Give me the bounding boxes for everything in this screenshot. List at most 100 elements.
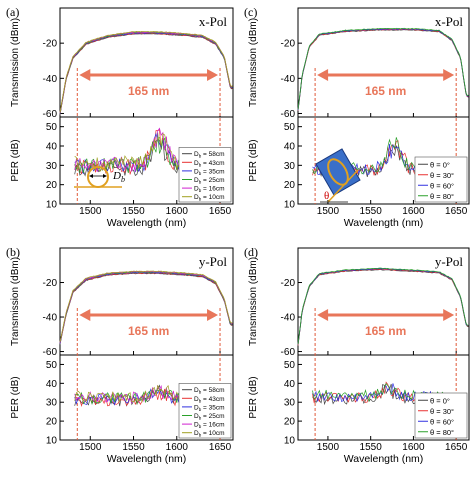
- per-plot-frame: [297, 116, 470, 205]
- panel-c: (c) x-Pol -20 -40 -60 10 20 30 40 50 Transmission …: [244, 5, 470, 229]
- y-tick-label: 20: [284, 180, 296, 191]
- transmission-series-line: [297, 27, 469, 110]
- legend-entry: θ = 60°: [430, 181, 454, 190]
- per-axis-label: PER (dB): [248, 376, 259, 418]
- transmission-series-line: [59, 270, 233, 343]
- y-tick-label: 30: [46, 398, 58, 409]
- legend-entry: Db = 43cm: [194, 396, 225, 404]
- y-tick-label: 40: [284, 379, 296, 390]
- x-tick-label: 1600: [166, 206, 189, 217]
- transmission-series-line: [297, 29, 469, 111]
- bandwidth-label: 165 nm: [128, 324, 169, 338]
- diameter-arrow-head: [103, 174, 107, 178]
- transmission-axis-label: Transmission (dBm): [10, 257, 21, 346]
- legend-entry: θ = 80°: [430, 428, 454, 437]
- legend-entry: Db = 58cm: [194, 387, 225, 395]
- legend-entry: Db = 10cm: [194, 194, 225, 202]
- y-tick-label: -20: [281, 278, 296, 289]
- bandwidth-arrow-head: [79, 309, 91, 321]
- polarization-label: x-Pol: [199, 14, 228, 29]
- y-tick-label: 10: [46, 200, 58, 211]
- legend-entry: Db = 43cm: [194, 160, 225, 168]
- x-tick-label: 1650: [445, 206, 468, 217]
- polarization-label: y-Pol: [199, 254, 228, 269]
- x-tick-label: 1600: [402, 442, 425, 453]
- y-tick-label: 40: [46, 142, 58, 153]
- per-axis-label: PER (dB): [248, 139, 259, 181]
- transmission-series-line: [297, 267, 469, 345]
- bandwidth-arrow-head: [207, 69, 219, 81]
- bandwidth-label: 165 nm: [128, 84, 169, 98]
- y-tick-label: 10: [284, 436, 296, 447]
- bandwidth-arrow-head: [317, 69, 329, 81]
- legend-entry: Db = 16cm: [194, 422, 225, 430]
- fiber-cross-section-icon: [315, 148, 361, 196]
- x-tick-label: 1500: [79, 206, 102, 217]
- legend: θ = 0° θ = 30°θ = 60° θ = 80°: [414, 156, 468, 203]
- x-tick-label: 1500: [79, 442, 102, 453]
- y-tick-label: -40: [281, 74, 296, 85]
- legend-entry: Db = 10cm: [194, 430, 225, 438]
- transmission-series-line: [59, 270, 233, 342]
- y-tick-label: -20: [281, 39, 296, 50]
- x-axis-label: Wavelength (nm): [344, 217, 424, 229]
- transmission-axis-label: Transmission (dBm): [10, 18, 21, 107]
- diameter-arrow-head: [89, 174, 93, 178]
- y-tick-label: 50: [46, 360, 58, 371]
- per-axis-label: PER (dB): [10, 376, 21, 418]
- legend-entry: Db = 16cm: [194, 186, 225, 194]
- transmission-series-line: [297, 28, 469, 111]
- polarization-label: y-Pol: [435, 254, 464, 269]
- legend-entry: Db = 35cm: [194, 404, 225, 412]
- y-tick-label: -60: [281, 109, 296, 120]
- y-tick-label: 40: [46, 379, 58, 390]
- legend-entry: θ = 60°: [430, 417, 454, 426]
- y-tick-label: -60: [281, 347, 296, 358]
- y-tick-label: -20: [43, 278, 58, 289]
- y-tick-label: -60: [43, 109, 58, 120]
- y-tick-label: 10: [284, 200, 296, 211]
- legend-entry: θ = 80°: [430, 192, 454, 201]
- panel-d: (d) y-Pol -20 -40 -60 10 20 30 40 50 Transmission …: [244, 245, 470, 465]
- y-tick-label: -60: [43, 347, 58, 358]
- y-tick-label: 30: [46, 161, 58, 172]
- y-tick-label: -40: [281, 313, 296, 324]
- x-tick-label: 1500: [317, 442, 340, 453]
- x-tick-label: 1500: [317, 206, 340, 217]
- panel-label: (a): [6, 5, 19, 19]
- y-tick-label: 20: [284, 417, 296, 428]
- legend-entry: Db = 35cm: [194, 168, 225, 176]
- legend-entry: θ = 0°: [430, 160, 450, 169]
- x-tick-label: 1600: [166, 442, 189, 453]
- polarization-axis-line: [327, 169, 359, 203]
- bandwidth-arrow-head: [207, 309, 219, 321]
- bandwidth-label: 165 nm: [365, 324, 406, 338]
- panel-label: (c): [244, 5, 257, 19]
- y-tick-label: 50: [284, 360, 296, 371]
- transmission-series-line: [59, 33, 233, 116]
- y-tick-label: -40: [43, 74, 58, 85]
- panel-label: (d): [244, 245, 258, 259]
- legend-entry: θ = 30°: [430, 171, 454, 180]
- bandwidth-arrow-head: [317, 309, 329, 321]
- per-plot-frame: [297, 354, 470, 441]
- fiber-coil-icon: [87, 166, 109, 188]
- legend-entry: Db = 58cm: [194, 151, 225, 159]
- x-tick-label: 1550: [360, 206, 383, 217]
- y-tick-label: 30: [284, 398, 296, 409]
- panel-a: (a) x-Pol -20 -40 -60 10 20 30 40 50 Transmission …: [6, 5, 234, 229]
- transmission-axis-label: Transmission (dBm): [248, 18, 259, 107]
- bandwidth-arrow-head: [443, 69, 455, 81]
- x-tick-label: 1550: [122, 442, 145, 453]
- diameter-label: Db: [112, 170, 125, 184]
- y-tick-label: 30: [284, 161, 296, 172]
- polarization-label: x-Pol: [435, 14, 464, 29]
- per-plot-frame: [59, 354, 234, 441]
- y-tick-label: 50: [46, 122, 58, 133]
- x-tick-label: 1550: [360, 442, 383, 453]
- angle-label: θ: [324, 190, 329, 202]
- transmission-series-line: [297, 268, 469, 346]
- y-tick-label: 50: [284, 122, 296, 133]
